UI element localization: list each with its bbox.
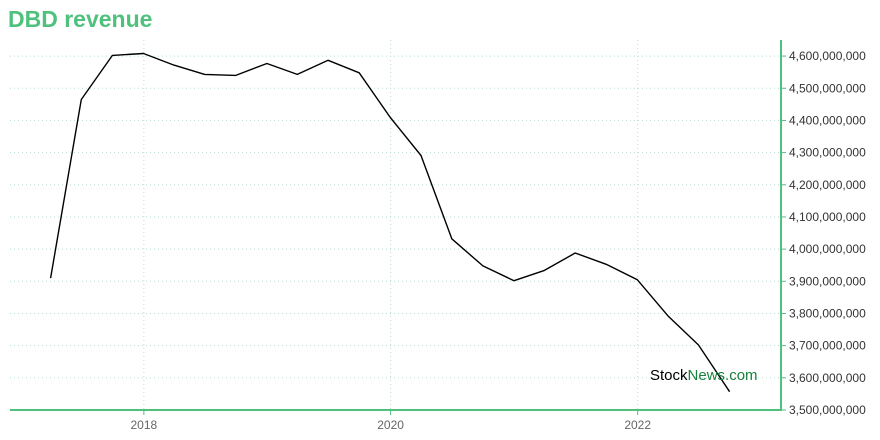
revenue-line (49, 52, 731, 393)
y-tick-label: 3,600,000,000 (789, 371, 866, 385)
y-tick-label: 4,100,000,000 (789, 210, 866, 224)
y-tick-label: 3,900,000,000 (789, 274, 866, 288)
y-tick-label: 4,300,000,000 (789, 146, 866, 160)
y-tick-label: 3,700,000,000 (789, 339, 866, 353)
y-tick-label: 3,800,000,000 (789, 306, 866, 320)
grid-lines (10, 40, 781, 411)
watermark: StockNews.com (650, 367, 758, 384)
y-tick-label: 4,200,000,000 (789, 178, 866, 192)
x-tick-label: 2022 (624, 418, 651, 432)
x-tick-label: 2018 (131, 418, 158, 432)
y-tick-label: 4,000,000,000 (789, 242, 866, 256)
watermark-stock: Stock (650, 367, 688, 384)
axes (10, 40, 786, 415)
chart-title: DBD revenue (8, 6, 153, 32)
watermark-news: News.com (688, 367, 758, 384)
x-tick-labels: 2018 2020 2022 (131, 418, 652, 432)
y-tick-labels: 3,500,000,000 3,600,000,000 3,700,000,000 3… (789, 49, 866, 417)
y-tick-label: 3,500,000,000 (789, 403, 866, 417)
y-tick-label: 4,600,000,000 (789, 49, 866, 63)
y-tick-label: 4,400,000,000 (789, 113, 866, 127)
y-tick-label: 4,500,000,000 (789, 81, 866, 95)
series-layer (49, 52, 731, 393)
x-tick-label: 2020 (377, 418, 404, 432)
